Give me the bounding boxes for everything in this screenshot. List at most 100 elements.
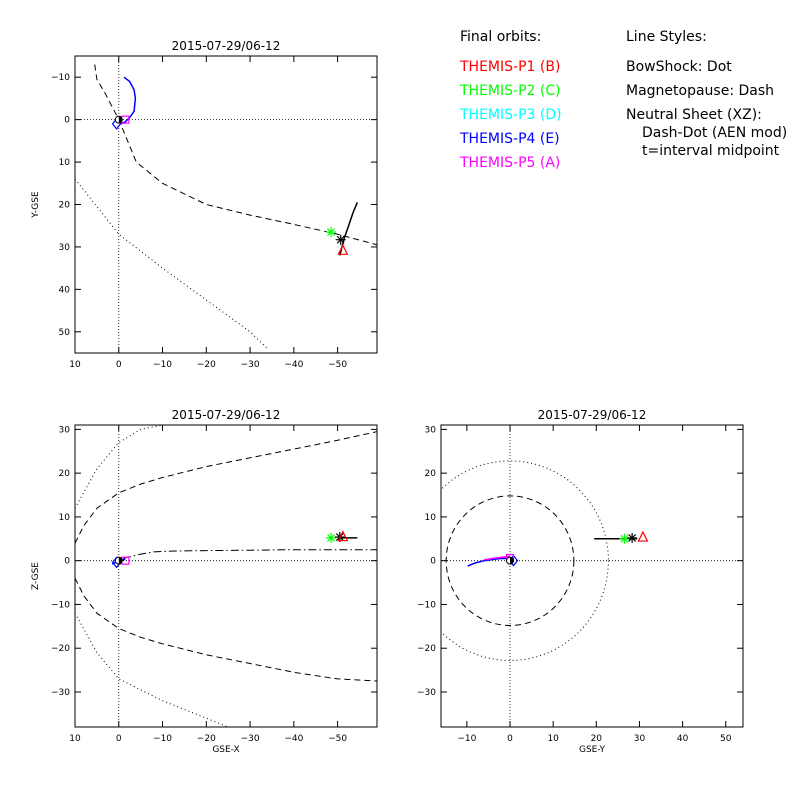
asterisk-stroke — [327, 533, 336, 542]
orbit-line — [483, 555, 511, 561]
legend-entry-p5: THEMIS-P5 (A) — [459, 155, 560, 171]
x-tick-label: −30 — [241, 734, 260, 744]
earth-dayside — [510, 557, 514, 565]
line-style-dashdot: Dash-Dot (AEN mod) — [642, 125, 787, 141]
bowshock-line — [75, 178, 268, 350]
x-tick-label: −10 — [457, 734, 476, 744]
x-tick-label: −40 — [284, 360, 303, 370]
plot-panel-1: 2015-07-29/06-12 Y-GSE 10 0 −10 −20 −30 −40 −50 −… — [31, 39, 378, 370]
line-styles-legend: Line Styles: BowShock: Dot Magnetopause:… — [626, 29, 787, 159]
earth-marker — [114, 115, 123, 124]
y-tick-label: 20 — [425, 469, 437, 479]
bowshock-line — [75, 612, 229, 727]
y-tick-label: −10 — [417, 600, 436, 610]
asterisk-marker — [627, 532, 638, 543]
triangle-marker — [337, 243, 349, 255]
asterisk-marker — [326, 532, 337, 543]
neutral-sheet-line — [122, 549, 377, 559]
earth-dayside — [118, 557, 123, 565]
x-tick-label: 30 — [634, 734, 646, 744]
magnetopause-line — [75, 577, 377, 682]
legend-entry-p1: THEMIS-P1 (B) — [459, 59, 560, 75]
y-axis-label: Y-GSE — [31, 191, 41, 219]
plot-frame — [440, 424, 744, 728]
asterisk-stroke — [620, 534, 629, 543]
x-tick-label: −10 — [153, 734, 172, 744]
orbit-line — [467, 557, 508, 567]
asterisk-marker — [619, 533, 630, 544]
magnetopause-circle — [445, 495, 575, 626]
plot-title: 2015-07-29/06-12 — [172, 39, 281, 53]
x-tick-label: 10 — [69, 734, 81, 744]
line-styles-heading: Line Styles: — [626, 29, 707, 45]
plot-title: 2015-07-29/06-12 — [172, 408, 281, 422]
legend-entry-p3: THEMIS-P3 (D) — [459, 107, 562, 123]
x-tick-label: 40 — [677, 734, 689, 744]
plot-area — [75, 56, 377, 353]
plot-frame — [74, 55, 378, 354]
x-tick-label: −20 — [197, 360, 216, 370]
orbit-line — [339, 202, 358, 256]
earth-marker — [506, 556, 515, 565]
y-tick-label: 0 — [64, 557, 70, 567]
asterisk-marker — [335, 234, 346, 245]
y-tick-label: −20 — [51, 644, 70, 654]
plot-panel-2: 2015-07-29/06-12 Z-GSE GSE-X 10 0 −10 −20 −30 −4… — [31, 408, 378, 755]
y-tick-label: 50 — [59, 328, 71, 338]
line-style-magnetopause: Magnetopause: Dash — [626, 83, 774, 99]
x-axis-label: GSE-Y — [579, 745, 606, 755]
y-tick-label: 20 — [59, 201, 71, 211]
bowshock-line — [75, 425, 163, 509]
x-tick-label: 0 — [507, 734, 513, 744]
asterisk-stroke — [336, 235, 345, 244]
y-tick-label: 10 — [425, 513, 437, 523]
plot-title: 2015-07-29/06-12 — [538, 408, 647, 422]
x-tick-label: −40 — [284, 734, 303, 744]
magnetopause-line — [75, 431, 377, 544]
asterisk-stroke — [327, 228, 336, 237]
x-tick-label: 0 — [116, 360, 122, 370]
orbit-line — [120, 76, 137, 125]
triangle-marker — [337, 530, 349, 542]
x-tick-label: 10 — [69, 360, 81, 370]
y-tick-label: 20 — [59, 469, 71, 479]
y-tick-label: 10 — [59, 513, 71, 523]
triangle-marker — [637, 530, 649, 542]
earth-dayside — [118, 116, 123, 124]
y-tick-label: −10 — [51, 73, 70, 83]
y-tick-label: 0 — [430, 557, 436, 567]
final-orbits-heading: Final orbits: — [460, 29, 541, 45]
plot-area — [441, 425, 743, 727]
y-tick-label: 0 — [64, 116, 70, 126]
plot-frame — [74, 424, 378, 728]
line-style-bowshock: BowShock: Dot — [626, 59, 732, 75]
y-tick-label: 10 — [59, 158, 71, 168]
line-style-neutral-sheet: Neutral Sheet (XZ): — [626, 107, 762, 123]
x-tick-label: −10 — [153, 360, 172, 370]
y-tick-label: 30 — [425, 425, 437, 435]
earth-marker — [114, 556, 123, 565]
bowshock-circle — [441, 460, 609, 661]
asterisk-marker — [326, 227, 337, 238]
y-axis-label: Z-GSE — [31, 562, 41, 590]
x-tick-label: −50 — [328, 734, 347, 744]
y-tick-label: 40 — [59, 285, 71, 295]
y-tick-label: 30 — [59, 243, 71, 253]
x-tick-label: 20 — [591, 734, 603, 744]
magnetopause-line — [94, 64, 377, 246]
legend-entry-p2: THEMIS-P2 (C) — [459, 83, 561, 99]
x-tick-label: 50 — [720, 734, 732, 744]
y-tick-label: −20 — [417, 644, 436, 654]
x-tick-label: 0 — [116, 734, 122, 744]
asterisk-stroke — [628, 533, 637, 542]
y-tick-label: −30 — [417, 688, 436, 698]
x-tick-label: −50 — [328, 360, 347, 370]
y-tick-label: −10 — [51, 600, 70, 610]
final-orbits-legend: Final orbits: THEMIS-P1 (B) THEMIS-P2 (C… — [459, 29, 562, 171]
line-style-midpoint: t=interval midpoint — [642, 143, 780, 159]
y-tick-label: 30 — [59, 425, 71, 435]
y-tick-label: −30 — [51, 688, 70, 698]
x-tick-label: −20 — [197, 734, 216, 744]
x-tick-label: 10 — [547, 734, 559, 744]
